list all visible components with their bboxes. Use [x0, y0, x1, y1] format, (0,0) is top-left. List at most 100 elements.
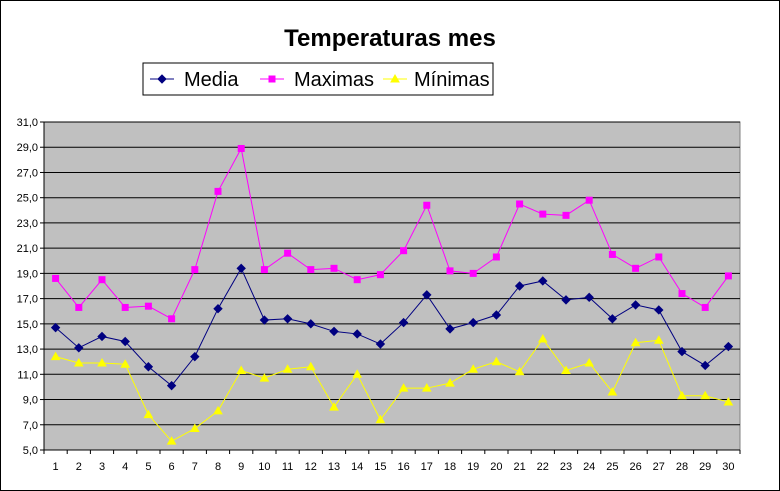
x-tick-label-6: 6: [169, 461, 175, 473]
series-1-point-12: [307, 266, 315, 274]
series-0-point-17: [422, 290, 432, 300]
series-2-point-19: [468, 364, 479, 373]
series-2-point-13: [329, 402, 339, 411]
series-0-point-19: [468, 317, 478, 328]
series-1-point-16: [400, 247, 408, 255]
series-line-0: [55, 267, 729, 387]
series-1-point-10: [260, 266, 268, 274]
series-2-point-24: [584, 357, 595, 367]
x-tick-label-22: 22: [537, 461, 549, 473]
series-0-point-8: [213, 304, 223, 314]
series-0-point-2: [74, 343, 84, 353]
chart-title: Temperaturas mes: [284, 25, 496, 52]
x-tick-label-7: 7: [192, 461, 198, 473]
series-1-point-23: [562, 211, 570, 219]
series-0: [50, 263, 734, 391]
legend-box: [142, 62, 494, 96]
x-tick-label-26: 26: [629, 461, 641, 473]
y-tick-label-12: 29,0: [17, 142, 38, 154]
series-2-point-16: [398, 383, 409, 392]
series-1-point-21: [516, 200, 524, 208]
series-0-point-12: [306, 319, 316, 329]
series-0-point-20: [491, 310, 502, 320]
series-1-point-24: [585, 196, 593, 204]
series-2-point-10: [259, 373, 270, 382]
x-tick-label-10: 10: [258, 461, 270, 473]
x-tick-label-2: 2: [76, 461, 82, 473]
series-1-point-30: [724, 272, 732, 280]
series-2-point-8: [213, 405, 223, 415]
series-2-point-17: [421, 383, 432, 392]
legend-label-2: Mínimas: [414, 69, 490, 91]
y-tick-label-4: 13,0: [17, 344, 38, 356]
series-2-point-30: [723, 397, 734, 406]
series-1-point-8: [214, 187, 222, 195]
x-tick-label-11: 11: [282, 461, 293, 473]
series-2-point-12: [305, 361, 316, 371]
series-2-point-28: [677, 390, 687, 400]
series-0-point-13: [329, 326, 339, 337]
x-tick-label-5: 5: [145, 461, 151, 473]
series-1-point-19: [469, 269, 477, 277]
series-2-point-25: [607, 386, 618, 396]
legend-label-0: Media: [184, 69, 239, 91]
x-tick-label-9: 9: [238, 461, 244, 473]
series-1-point-17: [423, 201, 431, 209]
x-tick-label-17: 17: [421, 461, 433, 473]
series-2-point-4: [120, 359, 131, 368]
x-tick-label-14: 14: [351, 461, 363, 473]
series-1-point-11: [284, 249, 292, 257]
series-2-point-29: [700, 390, 711, 400]
series-0-point-3: [97, 331, 107, 342]
axes: 5,0 7,0 9,0 11,0 13,0 15,0 17,0 19,0 21,0 23,0 25,…: [17, 117, 741, 473]
series-0-point-7: [190, 351, 200, 362]
series-0-point-26: [630, 300, 641, 310]
series-line-1: [55, 147, 729, 320]
series-2-point-26: [630, 337, 641, 347]
legend-marker-1: [268, 75, 276, 83]
series-layer: [50, 144, 734, 445]
series-1-point-9: [237, 144, 245, 152]
series-2-point-5: [143, 409, 154, 419]
series-2-point-2: [73, 357, 84, 367]
series-0-point-23: [561, 295, 571, 305]
series-2-point-14: [352, 369, 363, 378]
series-0-point-11: [282, 314, 293, 324]
series-0-point-5: [143, 362, 154, 372]
y-tick-label-5: 15,0: [17, 319, 38, 331]
y-tick-label-11: 27,0: [17, 167, 38, 179]
x-tick-label-19: 19: [467, 461, 479, 473]
series-0-point-21: [514, 281, 525, 291]
series-2-point-9: [236, 365, 247, 375]
series-2-point-20: [491, 356, 502, 366]
series-0-point-15: [375, 339, 386, 349]
x-tick-label-21: 21: [513, 461, 525, 473]
legend: Media Maximas Mínimas: [142, 62, 494, 96]
y-tick-label-8: 21,0: [17, 243, 38, 255]
series-2-point-15: [375, 414, 386, 424]
series-1-point-28: [678, 290, 686, 298]
legend-marker-2: [390, 73, 400, 83]
series-1-point-18: [446, 267, 454, 275]
x-tick-label-4: 4: [122, 461, 128, 473]
y-tick-label-10: 25,0: [17, 193, 38, 205]
series-0-point-22: [538, 276, 548, 286]
y-tick-label-6: 17,0: [17, 294, 38, 306]
y-tick-label-3: 11,0: [17, 369, 38, 381]
x-tick-label-27: 27: [653, 461, 665, 473]
y-tick-label-0: 5,0: [23, 445, 38, 457]
x-tick-label-12: 12: [305, 461, 317, 473]
series-2-point-21: [514, 366, 525, 376]
series-2: [50, 333, 734, 445]
series-2-point-18: [445, 378, 455, 387]
series-0-point-6: [166, 380, 177, 391]
grid-lines: [44, 121, 740, 426]
series-2-point-11: [282, 364, 293, 373]
series-0-point-9: [236, 263, 246, 274]
series-1: [52, 144, 732, 323]
y-tick-label-7: 19,0: [17, 268, 38, 280]
series-2-point-7: [189, 423, 200, 433]
x-tick-label-29: 29: [699, 461, 711, 473]
series-1-point-14: [353, 276, 361, 284]
